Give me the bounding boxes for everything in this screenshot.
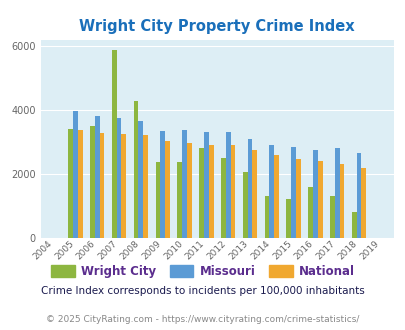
Bar — [317, 161, 322, 238]
Bar — [112, 50, 116, 238]
Text: © 2025 CityRating.com - https://www.cityrating.com/crime-statistics/: © 2025 CityRating.com - https://www.city… — [46, 315, 359, 324]
Bar — [100, 133, 104, 238]
Bar — [186, 143, 191, 238]
Bar — [339, 164, 343, 238]
Bar — [73, 111, 78, 238]
Bar — [138, 121, 143, 238]
Bar — [334, 148, 339, 238]
Bar — [295, 159, 300, 238]
Bar — [351, 213, 356, 238]
Bar — [225, 132, 230, 238]
Bar — [198, 148, 203, 238]
Bar — [116, 118, 121, 238]
Bar — [160, 131, 165, 238]
Bar — [78, 130, 83, 238]
Bar — [273, 155, 278, 238]
Bar — [165, 141, 169, 238]
Bar — [68, 129, 73, 238]
Bar — [286, 199, 290, 238]
Bar — [95, 115, 100, 238]
Bar — [143, 135, 148, 238]
Bar — [307, 187, 312, 238]
Bar — [230, 145, 235, 238]
Legend: Wright City, Missouri, National: Wright City, Missouri, National — [46, 260, 359, 282]
Bar — [360, 168, 365, 238]
Text: Crime Index corresponds to incidents per 100,000 inhabitants: Crime Index corresponds to incidents per… — [41, 286, 364, 296]
Bar — [312, 150, 317, 238]
Bar — [133, 101, 138, 238]
Bar — [90, 126, 95, 238]
Bar — [220, 158, 225, 238]
Bar — [177, 162, 182, 238]
Bar — [329, 196, 334, 238]
Bar — [252, 150, 256, 238]
Bar — [155, 162, 160, 238]
Bar — [182, 130, 186, 238]
Bar — [356, 153, 360, 238]
Title: Wright City Property Crime Index: Wright City Property Crime Index — [79, 19, 354, 34]
Bar — [121, 134, 126, 238]
Bar — [269, 145, 273, 238]
Bar — [208, 145, 213, 238]
Bar — [242, 172, 247, 238]
Bar — [203, 132, 208, 238]
Bar — [264, 196, 269, 238]
Bar — [290, 147, 295, 238]
Bar — [247, 139, 252, 238]
